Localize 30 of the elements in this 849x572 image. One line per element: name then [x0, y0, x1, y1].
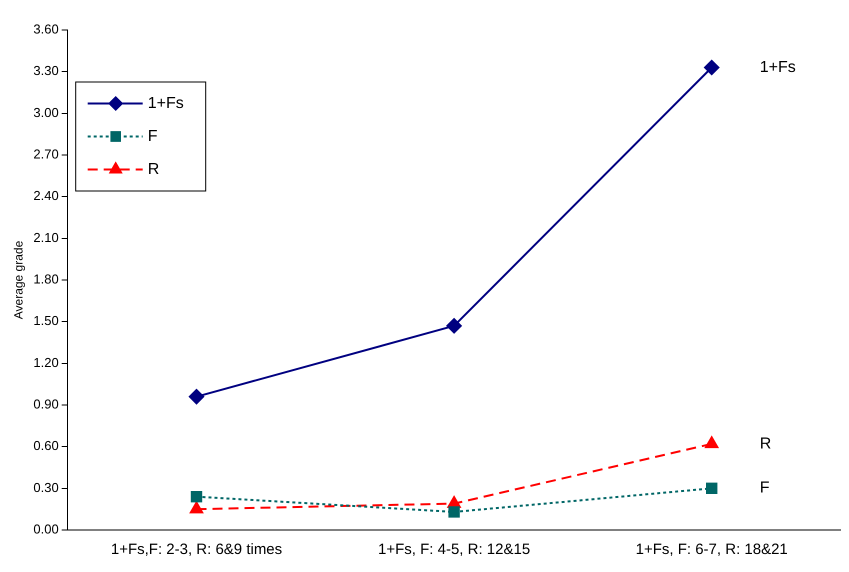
y-tick-label: 0.00 [33, 522, 59, 537]
legend-label: 1+Fs [148, 94, 184, 112]
point [446, 318, 462, 334]
point [188, 388, 204, 404]
y-tick-label: 1.20 [33, 354, 59, 370]
legend-label: F [148, 128, 158, 145]
y-tick-label: 2.70 [33, 146, 59, 162]
point [704, 60, 720, 76]
y-tick-label: 3.30 [33, 63, 59, 78]
y-tick-label: 0.30 [33, 480, 59, 495]
annotation: 1+Fs [760, 58, 796, 76]
x-tick-label: 1+Fs, F: 4-5, R: 12&15 [378, 541, 530, 558]
y-tick-label: 3.60 [33, 22, 59, 37]
annotation: F [760, 480, 770, 497]
legend-label: R [148, 160, 160, 178]
y-tick-label: 0.90 [33, 396, 59, 412]
y-tick-label: 3.00 [33, 104, 59, 120]
point [706, 482, 718, 494]
x-tick-label: 1+Fs, F: 6-7, R: 18&21 [636, 541, 788, 558]
y-tick-label: 2.40 [33, 188, 59, 204]
point [190, 490, 202, 502]
annotation: R [760, 435, 772, 452]
y-tick-label: 1.80 [33, 272, 59, 287]
y-axis-title: Average grade [12, 240, 26, 320]
point [448, 506, 460, 518]
point [704, 436, 719, 448]
x-tick-label: 1+Fs,F: 2-3, R: 6&9 times [110, 541, 282, 558]
y-tick-label: 2.10 [33, 230, 59, 245]
y-tick-label: 1.50 [33, 313, 59, 328]
y-tick-label: 0.60 [33, 438, 59, 454]
